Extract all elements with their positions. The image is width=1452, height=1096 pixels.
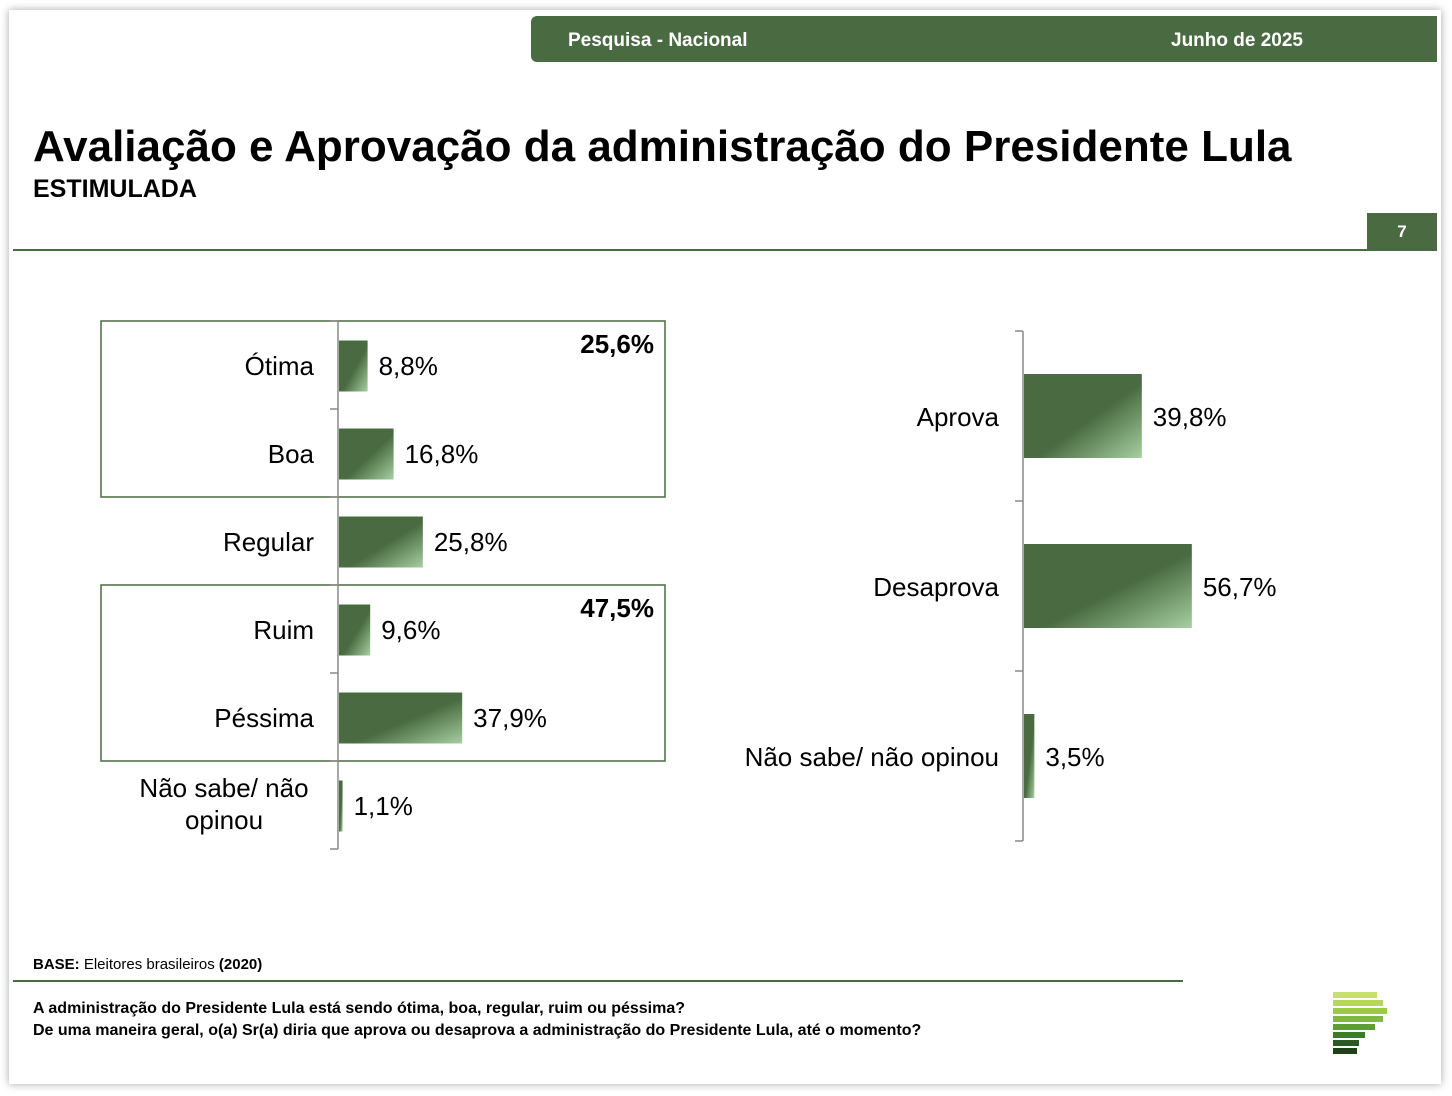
bar (339, 516, 423, 568)
data-label: 8,8% (379, 351, 438, 381)
category-label: Aprova (917, 402, 1000, 432)
data-label: 39,8% (1153, 402, 1227, 432)
bar (339, 604, 371, 656)
page-title: Avaliação e Aprovação da administração d… (33, 122, 1292, 171)
data-label: 37,9% (473, 703, 547, 733)
category-label: Não sabe/ não opinou (745, 742, 999, 772)
data-label: 3,5% (1045, 742, 1104, 772)
header-bar: Pesquisa - Nacional Junho de 2025 (531, 16, 1437, 62)
base-note: BASE: Eleitores brasileiros (2020) (33, 956, 262, 973)
category-label: Péssima (214, 703, 314, 733)
bar (1024, 544, 1192, 628)
question-1: A administração do Presidente Lula está … (33, 1000, 686, 1017)
category-label: opinou (185, 805, 263, 835)
category-label: Boa (268, 439, 315, 469)
group-box (100, 584, 666, 762)
group-total-label: 47,5% (580, 593, 654, 623)
data-label: 1,1% (354, 791, 413, 821)
group-total-label: 25,6% (580, 329, 654, 359)
base-label: BASE: (33, 956, 80, 973)
slide: Pesquisa - Nacional Junho de 2025 Avalia… (9, 10, 1441, 1084)
data-label: 9,6% (381, 615, 440, 645)
bar (339, 340, 368, 392)
category-label: Ótima (245, 351, 315, 381)
bar (339, 780, 343, 832)
question-2: De uma maneira geral, o(a) Sr(a) diria q… (33, 1022, 922, 1039)
bar (1024, 714, 1035, 798)
category-label: Desaprova (873, 572, 999, 602)
page-number: 7 (1367, 213, 1437, 251)
bar (339, 692, 463, 744)
footer-divider (13, 980, 1183, 982)
brand-logo-icon (1333, 992, 1387, 1054)
data-label: 25,8% (434, 527, 508, 557)
data-label: 16,8% (405, 439, 479, 469)
survey-label: Pesquisa - Nacional (568, 30, 748, 51)
survey-date: Junho de 2025 (1171, 30, 1303, 51)
bar (1024, 374, 1142, 458)
page-subtitle: ESTIMULADA (33, 175, 197, 203)
category-label: Não sabe/ não (139, 773, 308, 803)
data-label: 56,7% (1203, 572, 1277, 602)
category-label: Regular (223, 527, 314, 557)
base-text: Eleitores brasileiros (83, 956, 215, 973)
group-box (100, 320, 666, 498)
charts-area: 25,6% 47,5% 8,8% Ótima 16,8% Boa 25,8% Regular 9… (100, 320, 1277, 850)
title-divider (13, 249, 1437, 251)
base-n: (2020) (218, 956, 263, 973)
category-label: Ruim (253, 615, 314, 645)
bar (339, 428, 394, 480)
